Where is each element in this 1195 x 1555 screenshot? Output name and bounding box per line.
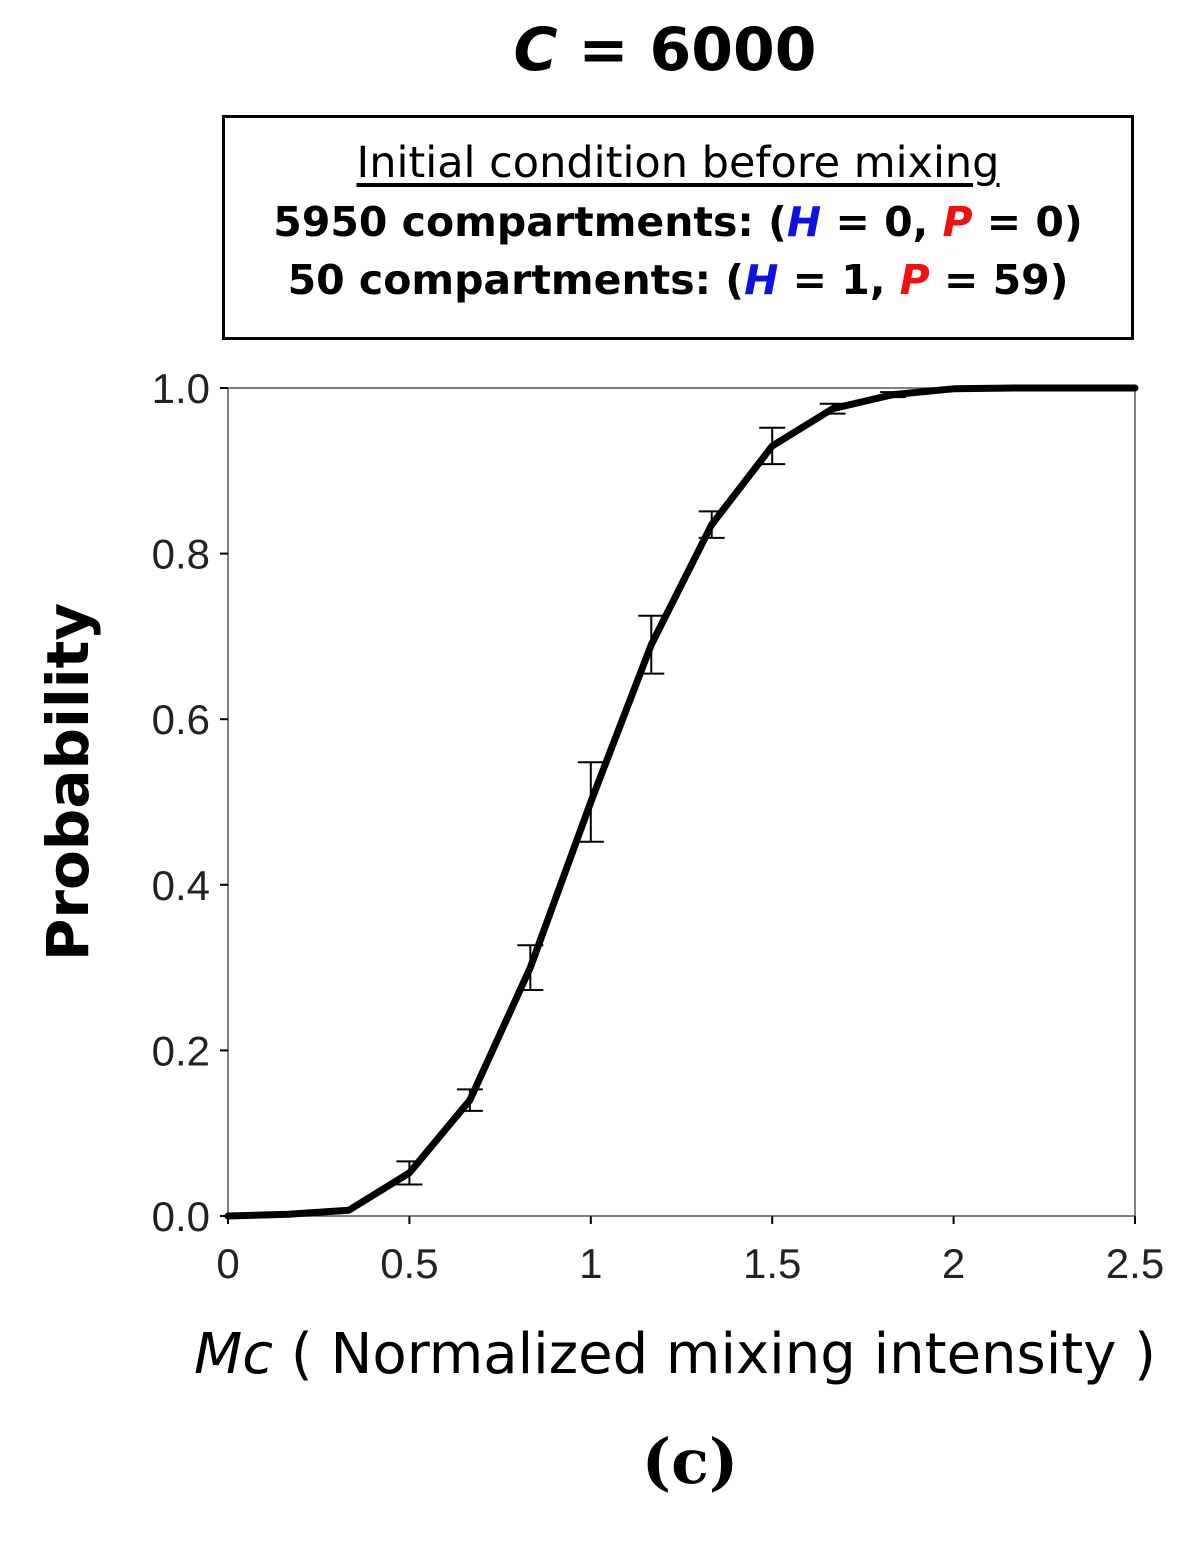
x-tick-label: 0 [216, 1240, 239, 1287]
panel-label: (c) [641, 1425, 739, 1498]
x-tick-label: 1.5 [743, 1240, 801, 1287]
error-bar [698, 510, 725, 539]
x-tick-label: 1 [579, 1240, 602, 1287]
condition-row: 5950 compartments: (H = 0, P = 0) [225, 198, 1131, 246]
plot-frame [227, 387, 1136, 1217]
x-tick-label: 0.5 [380, 1240, 438, 1287]
y-tick-label: 0.6 [152, 696, 210, 743]
y-tick-label: 0.2 [152, 1027, 210, 1074]
h-symbol: H [744, 256, 779, 304]
chart-title: C = 6000 [0, 15, 1195, 85]
condition-count: 5950 compartments: ( [273, 198, 787, 246]
error-bar [396, 1160, 423, 1186]
h-symbol: H [786, 198, 822, 246]
y-axis-label: Probability [34, 603, 102, 961]
h-value: = 0, [821, 198, 943, 246]
error-bar [517, 944, 544, 991]
x-axis-variable: Mc [193, 1322, 274, 1387]
p-symbol: P [942, 198, 973, 246]
p-value: = 59) [929, 256, 1069, 304]
title-variable: C [513, 15, 558, 85]
p-value: = 0) [972, 198, 1083, 246]
x-tick-label: 2 [942, 1240, 965, 1287]
x-axis-text: ( Normalized mixing intensity ) [273, 1322, 1156, 1387]
error-bar [638, 614, 665, 675]
p-symbol: P [899, 256, 930, 304]
y-tick-label: 0.0 [152, 1193, 210, 1240]
condition-heading: Initial condition before mixing [356, 138, 1000, 188]
error-bar [759, 426, 786, 466]
error-bar [880, 391, 907, 399]
probability-line [224, 384, 1139, 1220]
error-bar [456, 1088, 483, 1112]
x-tick-label: 2.5 [1106, 1240, 1164, 1287]
x-axis-label: Mc ( Normalized mixing intensity ) [0, 1322, 1195, 1387]
h-value: = 1, [778, 256, 900, 304]
y-tick-label: 0.8 [152, 531, 210, 578]
initial-condition-box: Initial condition before mixing 5950 com… [222, 115, 1134, 340]
error-bar [577, 761, 604, 843]
y-tick-label: 1.0 [152, 365, 210, 412]
y-tick-label: 0.4 [152, 862, 210, 909]
error-bar [819, 402, 846, 415]
condition-row: 50 compartments: (H = 1, P = 59) [225, 256, 1131, 304]
condition-count: 50 compartments: ( [287, 256, 745, 304]
title-value: = 6000 [557, 15, 817, 85]
